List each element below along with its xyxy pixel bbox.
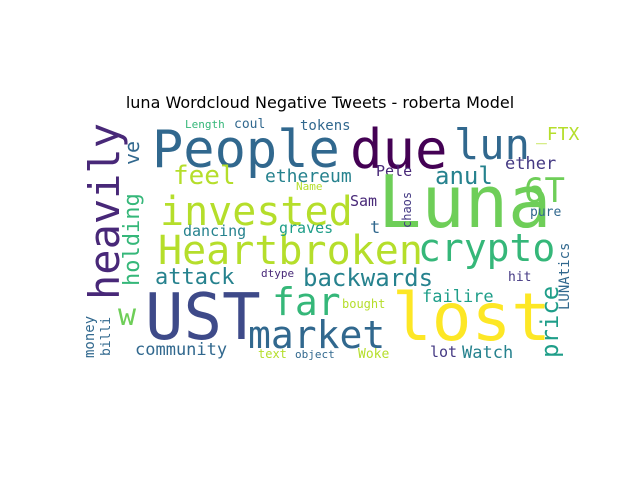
- word-crypto: crypto: [418, 229, 555, 267]
- figure-title: luna Wordcloud Negative Tweets - roberta…: [0, 93, 640, 112]
- word-length: Length: [185, 119, 225, 130]
- word-community: community: [135, 342, 227, 359]
- word-w: w: [118, 301, 136, 331]
- word-holding: holding: [122, 193, 144, 286]
- word-woke: Woke: [358, 348, 389, 361]
- word-ftx: _FTX: [536, 126, 579, 144]
- word-money: money: [83, 316, 97, 358]
- word-chaos: chaos: [401, 192, 413, 228]
- word-object: object: [295, 349, 335, 360]
- word-graves: graves: [279, 221, 333, 236]
- word-feel: feel: [173, 163, 236, 189]
- word-bought: bought: [342, 298, 385, 310]
- word-pure: pure: [530, 206, 561, 219]
- word-failire: failire: [422, 289, 494, 306]
- word-text: text: [258, 348, 287, 360]
- word-coul: coul: [234, 118, 265, 131]
- wordcloud: People due lun _FTX Length coul tokens f…: [80, 118, 560, 363]
- word-dancing: dancing: [183, 224, 246, 239]
- word-ve: ve: [122, 141, 142, 165]
- word-tokens: tokens: [300, 119, 351, 133]
- word-dtype: dtype: [261, 268, 294, 279]
- word-billi: billi: [100, 317, 113, 356]
- word-watch: Watch: [462, 345, 513, 362]
- word-price: price: [538, 286, 562, 358]
- word-sam: Sam: [350, 194, 377, 209]
- word-t: t: [370, 220, 380, 237]
- word-6t: 6T: [524, 174, 565, 208]
- word-lot: lot: [430, 345, 457, 360]
